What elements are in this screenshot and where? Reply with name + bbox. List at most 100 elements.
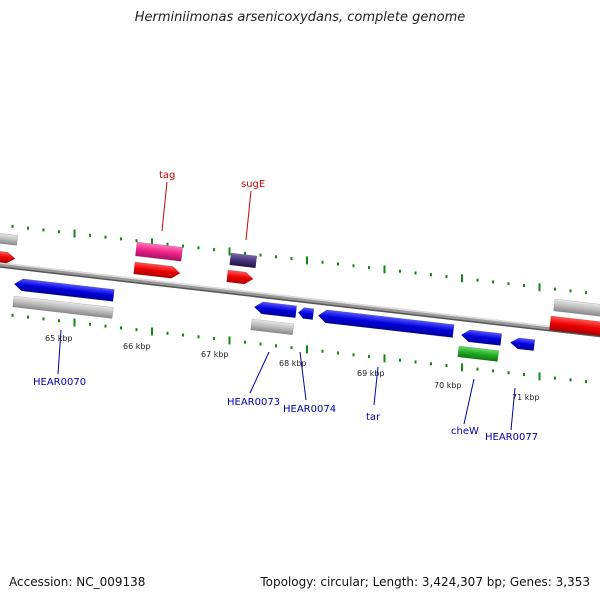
- misc-sugE: [229, 252, 258, 269]
- bottom-row-tick: [275, 344, 277, 348]
- top-row-tick: [58, 230, 60, 234]
- cds-blue-tar: [317, 309, 455, 338]
- bottom-row-tick: [461, 363, 463, 372]
- trna-tag: [135, 241, 183, 262]
- top-row-tick: [492, 280, 494, 284]
- bottom-row-tick: [554, 376, 556, 380]
- bottom-row-tick: [166, 331, 169, 335]
- ruler-label: 65 kbp: [45, 334, 73, 343]
- bottom-row-tick: [383, 354, 386, 363]
- bottom-row-tick: [368, 355, 370, 359]
- gene-label-hear0077[interactable]: HEAR0077: [485, 432, 538, 443]
- top-row-tick: [337, 262, 339, 266]
- top-row-tick: [42, 228, 45, 232]
- top-row-tick: [399, 269, 401, 273]
- top-row-tick: [11, 224, 14, 228]
- bottom-row-tick: [244, 340, 246, 344]
- cds-blue-HEAR0073: [253, 301, 297, 319]
- top-row-tick: [507, 282, 510, 286]
- bottom-row-tick: [197, 335, 200, 339]
- bottom-row-tick: [58, 319, 60, 323]
- leader-line-sugE: [245, 190, 252, 241]
- bottom-row-tick: [42, 317, 45, 321]
- leader-line-HEAR0077: [510, 387, 516, 431]
- gene-box-left-top: [0, 230, 19, 246]
- bottom-row-tick: [213, 337, 215, 341]
- top-row-tick: [89, 233, 91, 237]
- top-row-tick: [368, 266, 370, 270]
- top-row-tick: [290, 257, 293, 261]
- bottom-row-tick: [507, 371, 510, 375]
- bottom-row-tick: [430, 362, 432, 366]
- ruler-label: 66 kbp: [123, 342, 151, 351]
- top-row-tick: [461, 274, 463, 283]
- gene-label-hear0070[interactable]: HEAR0070: [33, 377, 86, 388]
- bottom-row-tick: [290, 346, 293, 350]
- top-row-tick: [538, 283, 541, 292]
- cds-blue-HEAR0070: [13, 278, 115, 302]
- leader-line-HEAR0074: [299, 351, 307, 401]
- cds-red-sugE: [226, 269, 254, 285]
- top-row-tick: [182, 244, 184, 248]
- bottom-row-tick: [182, 333, 184, 337]
- gene-label-hear0074[interactable]: HEAR0074: [283, 404, 336, 415]
- cds-blue-HEAR0074: [298, 307, 315, 320]
- ruler-label: 69 kbp: [357, 369, 385, 378]
- top-row-tick: [554, 287, 556, 291]
- bottom-row-tick: [11, 313, 14, 317]
- bottom-row-tick: [259, 342, 262, 346]
- map-title: Herminiimonas arsenicoxydans, complete g…: [134, 10, 466, 25]
- top-row-tick: [476, 278, 479, 282]
- bottom-row-tick: [337, 351, 339, 355]
- gene-label-tar[interactable]: tar: [366, 412, 381, 423]
- ruler-label: 67 kbp: [201, 350, 229, 359]
- top-row-tick: [523, 284, 525, 288]
- backbone: [0, 255, 600, 344]
- gene-label-hear0073[interactable]: HEAR0073: [227, 397, 280, 408]
- gene-label-chew[interactable]: cheW: [451, 426, 479, 437]
- top-row-tick: [383, 265, 386, 274]
- cds-blue-HEAR0077: [509, 337, 536, 351]
- bottom-row-tick: [476, 367, 479, 371]
- top-row-tick: [73, 229, 76, 238]
- leader-line-HEAR0073: [249, 351, 270, 394]
- bottom-row-tick: [306, 345, 308, 354]
- bottom-row-tick: [89, 322, 91, 326]
- top-row-tick: [569, 289, 572, 293]
- cds-red-left: [0, 248, 16, 264]
- bottom-row-tick: [151, 327, 153, 336]
- tick-row-top: [11, 224, 587, 295]
- gene-box-HEAR0070: [12, 295, 114, 319]
- top-row-tick: [430, 273, 432, 277]
- ruler-label: 71 kbp: [512, 393, 540, 402]
- bottom-row-tick: [585, 380, 587, 384]
- leader-line-tag: [161, 181, 168, 232]
- ruler-label: 68 kbp: [279, 359, 307, 368]
- top-row-tick: [352, 264, 355, 268]
- top-row-tick: [306, 256, 308, 265]
- gene-label-suge[interactable]: sugE: [241, 179, 265, 190]
- bottom-row-tick: [399, 358, 401, 362]
- cds-red-tag: [133, 261, 181, 279]
- bottom-row-tick: [569, 378, 572, 382]
- top-row-tick: [213, 248, 215, 252]
- bottom-row-tick: [321, 349, 324, 353]
- top-row-tick: [414, 271, 417, 275]
- gene-box-HEAR0073: [250, 318, 294, 336]
- top-row-tick: [151, 238, 153, 247]
- top-row-tick: [120, 237, 122, 241]
- top-row-tick: [135, 239, 138, 243]
- bottom-row-tick: [27, 315, 29, 319]
- top-row-tick: [166, 242, 169, 246]
- top-row-tick: [321, 260, 324, 264]
- top-row-tick: [259, 253, 262, 257]
- genome-summary-text: Topology: circular; Length: 3,424,307 bp…: [260, 575, 590, 589]
- cds-blue-cheW: [460, 329, 503, 346]
- bottom-row-tick: [120, 326, 122, 330]
- top-row-tick: [585, 291, 587, 295]
- top-row-tick: [228, 247, 231, 256]
- bottom-row-tick: [523, 373, 525, 377]
- gene-label-tag[interactable]: tag: [159, 170, 175, 181]
- bottom-row-tick: [104, 324, 107, 328]
